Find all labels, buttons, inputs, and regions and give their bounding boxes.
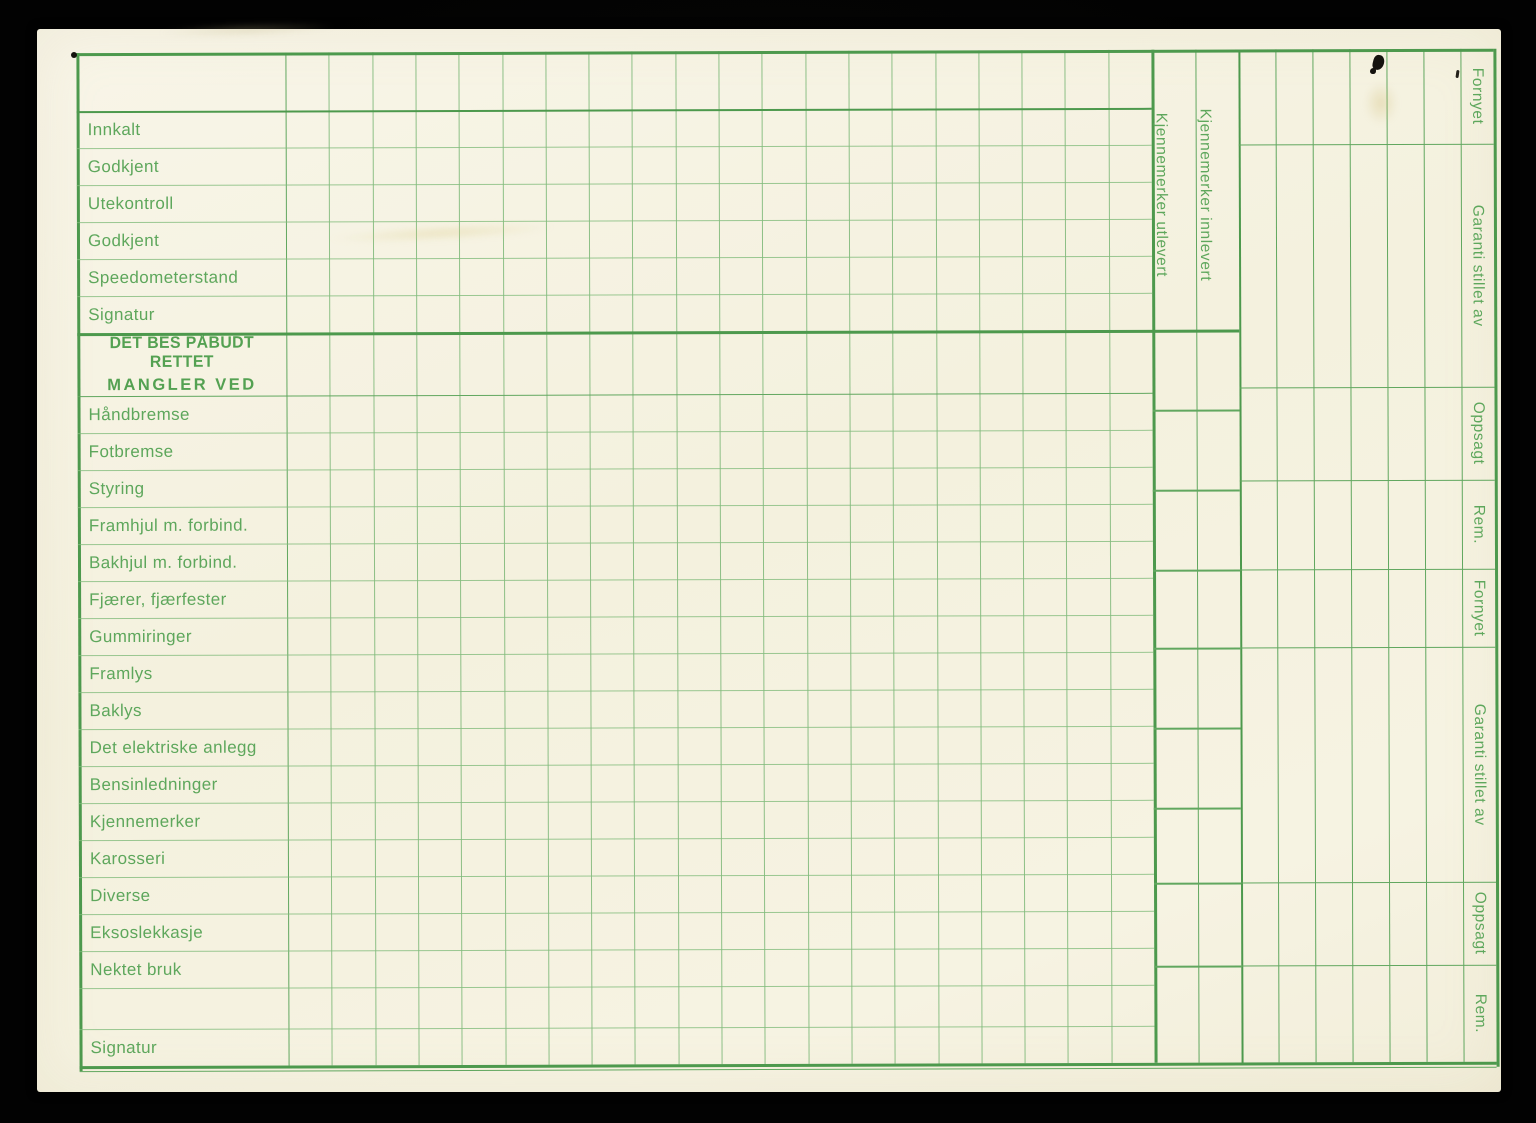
margin-section-label-garanti-stillet-av-2-text: Garanti stillet av xyxy=(1470,703,1489,826)
row-label-styring: Styring xyxy=(88,478,145,498)
plate-row-line xyxy=(1152,489,1240,492)
defect-section-header-line2: MANGLER VED xyxy=(107,375,257,395)
row-label-fjærer-fjærfester: Fjærer, fjærfester xyxy=(89,589,227,609)
row-label-kjennemerker: Kjennemerker xyxy=(89,811,201,831)
plate-row-line xyxy=(1153,807,1241,810)
row-label-godkjent: Godkjent xyxy=(87,156,160,176)
right-group-column-line xyxy=(1349,49,1354,1063)
table-left-border xyxy=(76,53,83,1072)
row-label-diverse: Diverse xyxy=(90,885,151,905)
row-label-nektet-bruk: Nektet bruk xyxy=(90,959,182,979)
margin-section-label-fornyet-2-text: Fornyet xyxy=(1470,579,1488,637)
ink-blot xyxy=(1370,68,1376,74)
margin-section-line xyxy=(1238,143,1494,146)
row-label-håndbremse: Håndbremse xyxy=(88,404,190,424)
margin-section-label-fornyet-1-text: Fornyet xyxy=(1468,67,1487,125)
margin-section-label-fornyet-1: Fornyet xyxy=(1460,49,1493,144)
plate-columns-right-border xyxy=(1238,49,1244,1063)
row-label-gummiringer: Gummiringer xyxy=(89,626,192,646)
margin-section-label-rem-1: Rem. xyxy=(1462,480,1495,569)
plate-row-line xyxy=(1153,727,1241,730)
row-label-bensinledninger: Bensinledninger xyxy=(89,774,218,794)
margin-section-label-rem-1-text: Rem. xyxy=(1470,504,1488,545)
right-group-column-line xyxy=(1275,49,1280,1063)
plate-row-line xyxy=(1152,409,1240,412)
column-header-kjennemerker-utlevert-text: Kjennemerker utlevert xyxy=(1152,113,1171,278)
row-label-det-elektriske-anlegg: Det elektriske anlegg xyxy=(89,737,257,757)
margin-section-line xyxy=(1241,964,1497,967)
column-header-kjennemerker-innlevert-text: Kjennemerker innlevert xyxy=(1196,108,1215,282)
margin-section-label-fornyet-2: Fornyet xyxy=(1462,569,1495,647)
row-label-framhjul-m-forbind: Framhjul m. forbind. xyxy=(88,515,249,535)
plate-row-line xyxy=(1154,965,1242,968)
margin-section-label-oppsagt-2: Oppsagt xyxy=(1463,882,1496,965)
margin-section-label-oppsagt-2-text: Oppsagt xyxy=(1471,891,1489,955)
right-group-column-line xyxy=(1386,49,1391,1063)
margin-section-line xyxy=(1240,568,1496,571)
margin-section-line xyxy=(1241,881,1497,884)
row-label-bakhjul-m-forbind: Bakhjul m. forbind. xyxy=(88,552,238,572)
plate-row-line xyxy=(1153,647,1241,650)
row-label-baklys: Baklys xyxy=(89,700,142,720)
margin-section-label-oppsagt-1-text: Oppsagt xyxy=(1470,401,1488,465)
margin-section-label-garanti-stillet-av-1: Garanti stillet av xyxy=(1461,144,1495,387)
margin-section-line xyxy=(1239,386,1495,389)
margin-section-line xyxy=(1240,646,1496,649)
row-label-eksoslekkasje: Eksoslekkasje xyxy=(90,922,204,942)
margin-section-label-rem-2-text: Rem. xyxy=(1471,993,1489,1034)
inspection-form-table: DET BES PÅBUDT RETTET MANGLER VED Innkal… xyxy=(35,27,1502,1095)
plate-row-line xyxy=(1154,882,1242,885)
margin-section-label-garanti-stillet-av-2: Garanti stillet av xyxy=(1462,647,1496,882)
plate-row-line xyxy=(1153,569,1241,572)
row-label-fotbremse: Fotbremse xyxy=(88,441,174,461)
ink-speck xyxy=(71,52,77,58)
row-label-speedometerstand: Speedometerstand xyxy=(88,267,239,287)
row-label-karosseri: Karosseri xyxy=(89,848,166,868)
row-label-signatur-bottom: Signatur xyxy=(90,1037,158,1057)
defect-section-header: DET BES PÅBUDT RETTET MANGLER VED xyxy=(77,333,286,397)
row-label-framlys: Framlys xyxy=(89,663,153,683)
defect-section-header-line1: DET BES PÅBUDT RETTET xyxy=(109,333,255,371)
margin-section-label-rem-2: Rem. xyxy=(1463,965,1496,1062)
row-label-signatur: Signatur xyxy=(88,304,155,324)
row-label-godkjent: Godkjent xyxy=(87,230,160,250)
table-top-border xyxy=(76,48,1494,56)
margin-section-line xyxy=(1239,479,1495,482)
margin-section-label-garanti-stillet-av-1-text: Garanti stillet av xyxy=(1469,204,1487,327)
right-group-column-line xyxy=(1423,48,1428,1062)
margin-section-label-oppsagt-1: Oppsagt xyxy=(1461,387,1494,480)
column-header-kjennemerker-innlevert: Kjennemerker innlevert xyxy=(1195,50,1239,330)
right-group-column-line xyxy=(1312,49,1317,1063)
row-label-innkalt: Innkalt xyxy=(87,119,141,139)
row-label-utekontroll: Utekontroll xyxy=(87,193,174,213)
column-header-kjennemerker-utlevert: Kjennemerker utlevert xyxy=(1151,50,1196,330)
form-paper: DET BES PÅBUDT RETTET MANGLER VED Innkal… xyxy=(35,19,1502,1095)
